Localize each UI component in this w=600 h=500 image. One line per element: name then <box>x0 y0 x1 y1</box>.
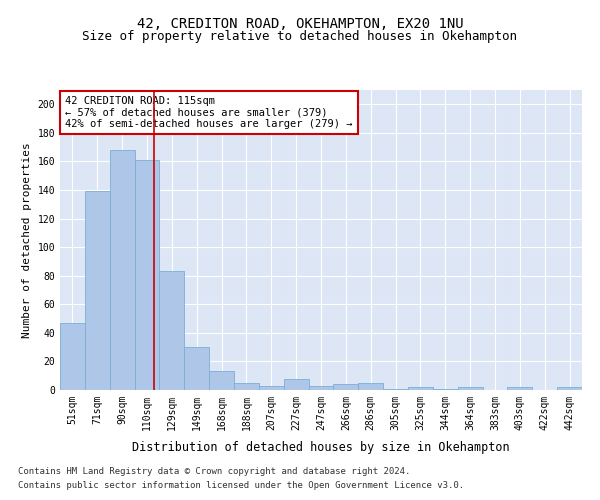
Text: Distribution of detached houses by size in Okehampton: Distribution of detached houses by size … <box>132 441 510 454</box>
Bar <box>284 378 308 390</box>
Text: Size of property relative to detached houses in Okehampton: Size of property relative to detached ho… <box>83 30 517 43</box>
Bar <box>308 386 334 390</box>
Bar <box>184 347 209 390</box>
Bar <box>334 384 358 390</box>
Bar <box>433 388 458 390</box>
Y-axis label: Number of detached properties: Number of detached properties <box>22 142 32 338</box>
Bar <box>508 387 532 390</box>
Bar <box>259 386 284 390</box>
Bar <box>134 160 160 390</box>
Text: Contains HM Land Registry data © Crown copyright and database right 2024.: Contains HM Land Registry data © Crown c… <box>18 467 410 476</box>
Text: 42 CREDITON ROAD: 115sqm
← 57% of detached houses are smaller (379)
42% of semi-: 42 CREDITON ROAD: 115sqm ← 57% of detach… <box>65 96 353 129</box>
Bar <box>209 372 234 390</box>
Bar <box>358 383 383 390</box>
Bar <box>85 192 110 390</box>
Bar <box>458 387 482 390</box>
Bar <box>110 150 134 390</box>
Bar <box>383 388 408 390</box>
Bar <box>557 387 582 390</box>
Bar <box>408 387 433 390</box>
Text: Contains public sector information licensed under the Open Government Licence v3: Contains public sector information licen… <box>18 481 464 490</box>
Bar <box>234 383 259 390</box>
Bar <box>60 323 85 390</box>
Bar <box>160 272 184 390</box>
Text: 42, CREDITON ROAD, OKEHAMPTON, EX20 1NU: 42, CREDITON ROAD, OKEHAMPTON, EX20 1NU <box>137 18 463 32</box>
